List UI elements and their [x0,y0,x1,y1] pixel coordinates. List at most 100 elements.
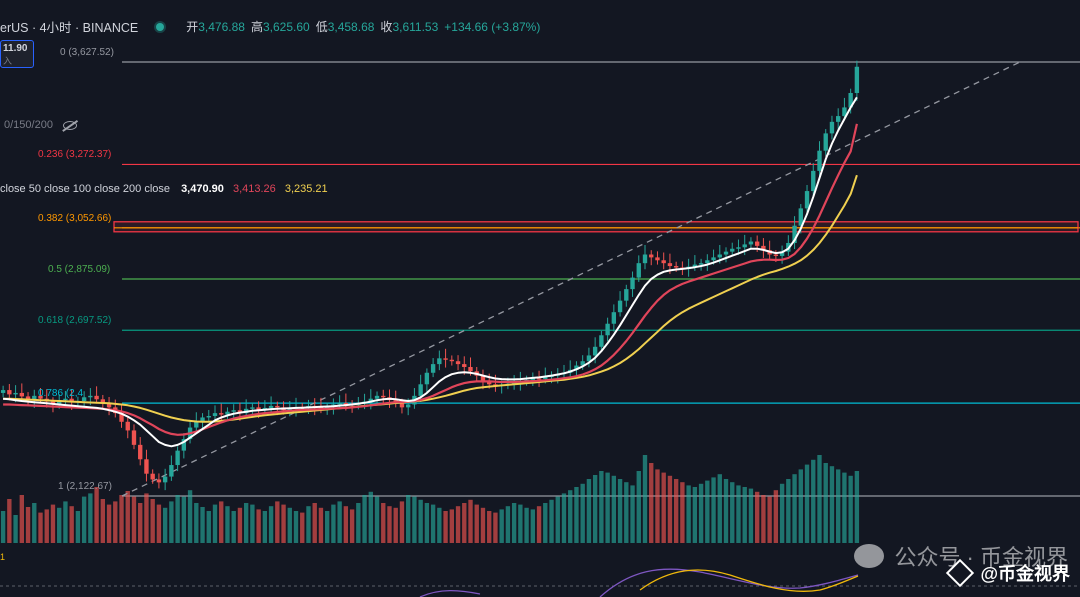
volume-bar [219,501,224,543]
volume-bar [505,506,511,543]
candle-body [748,241,754,245]
candle-body [599,335,604,347]
hide-eye-icon[interactable] [62,120,77,130]
candle-body [779,251,785,256]
candle-body [636,263,641,278]
volume-bar [206,511,211,543]
ma100-line [3,123,858,436]
volume-bar [250,504,255,543]
fib-label-0: 0 (3,627.52) [60,47,114,58]
volume-bar [474,504,479,543]
volume-bar [393,507,398,543]
candle-body [480,375,486,382]
volume-bar [162,507,168,543]
candle-body [462,364,467,367]
candle-body [368,398,373,402]
volume-bar [281,504,286,543]
status-dot-icon [156,22,165,31]
candle-body [424,372,430,385]
volume-bar [543,503,548,543]
volume-bar [661,472,666,543]
volume-bar [381,503,386,543]
candle-body [487,381,492,385]
volume-bar [642,455,648,543]
candle-body [437,358,442,365]
candle-body [231,410,236,412]
volume-bar [63,501,68,543]
volume-bar [200,507,205,543]
volume-bar [138,503,143,543]
candle-body [287,408,292,411]
volume-bar [754,491,760,543]
volume-bar [555,496,560,543]
volume-bar [418,499,423,543]
candle-body [106,403,112,408]
candle-body [337,403,342,405]
volume-bar [406,495,411,543]
volume-bar [113,501,118,543]
volume-bar [430,504,436,543]
volume-bar [698,483,704,543]
volume-bar [811,459,816,543]
candle-body [817,150,822,171]
candle-body [194,421,199,428]
volume-bar [854,471,860,543]
ma50-line [3,96,858,448]
candle-body [225,411,230,415]
symbol-label[interactable]: erUS · 4小时 · BINANCE [0,21,139,35]
candle-body [836,116,841,122]
candle-body [430,364,436,373]
volume-bar [243,503,249,543]
volume-bar [530,509,536,543]
candle-body [455,361,461,365]
chart-header: erUS · 4小时 · BINANCE 开 3,476.88 高 3,625.60… [0,17,540,36]
volume-bar [836,469,841,543]
candle-body [13,392,18,395]
ma100-value: 3,413.26 [232,183,276,195]
candle-body [32,395,37,401]
ema-indicator-label[interactable]: 0/150/200 [4,119,77,131]
volume-bar [119,495,124,543]
volume-bar [125,491,130,543]
volume-bar [88,493,93,543]
volume-bar [649,463,654,543]
volume-bar [730,482,735,543]
candle-body [399,403,405,408]
volume-bar [711,477,716,543]
candle-body [711,257,716,261]
volume-bar [449,509,454,543]
candle-body [200,417,205,422]
candle-body [212,413,218,417]
volume-bar [536,506,542,543]
volume-bar [38,512,43,543]
candle-body [698,263,704,265]
volume-bar [25,507,31,543]
volume-bar [194,503,199,543]
volume-bar [106,504,112,543]
candle-body [25,396,31,401]
watermark-handle: @币金视界 [946,558,1070,588]
candle-body [381,395,386,398]
fib-label-2: 0.382 (3,052.66) [38,212,112,224]
candle-body [374,395,380,399]
volume-bar [493,512,498,543]
candle-body [611,312,617,324]
volume-bar [779,483,785,543]
change-value: +134.66 (+3.87%) [444,19,541,34]
volume-bar [574,487,579,543]
volume-bar [262,511,268,543]
low-value: 3,458.68 [327,19,375,34]
volume-bar [605,472,610,543]
ma-legend[interactable]: close 50 close 100 close 200 close 3,470… [0,183,328,195]
volume-bar [568,490,573,543]
fib-label-4: 0.618 (2,697.52) [38,315,112,327]
candle-body [661,260,666,264]
volume-bar [412,496,417,543]
volume-bar [237,507,243,543]
ema-periods: 0/150/200 [4,119,53,131]
candle-body [754,241,760,246]
watermark-line1: 公众号 · 币金视界 [894,545,1068,570]
price-box[interactable]: 11.90 入 [0,40,34,68]
